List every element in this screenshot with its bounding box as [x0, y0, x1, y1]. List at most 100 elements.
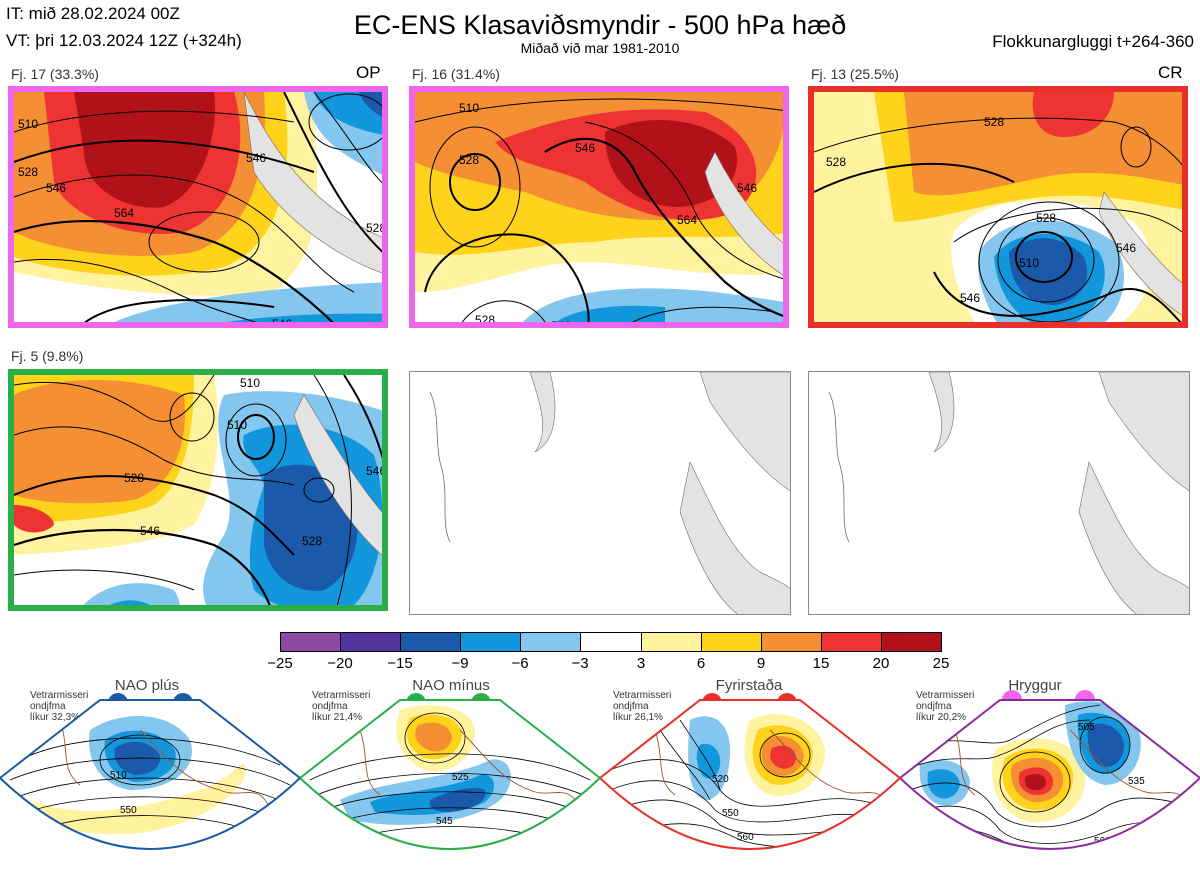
regime-1-title: NAO plús — [114, 677, 180, 694]
regime-contour-label: 505 — [1078, 722, 1095, 733]
valid-time: VT: þri 12.03.2024 12Z (+324h) — [6, 31, 242, 50]
colorbar-bin — [400, 633, 461, 651]
panel-4-label: Fj. 5 (9.8%) — [11, 348, 84, 364]
regime-2-map[interactable]: 525 545 565 — [300, 690, 600, 871]
page-subtitle: Miðað við mar 1981-2010 — [520, 40, 680, 56]
contour-label: 546 — [737, 181, 757, 195]
cluster-map-1[interactable]: 510 528 546 564 528 546 546 — [8, 86, 388, 328]
colorbar-bin — [520, 633, 581, 651]
contour-label: 546 — [46, 181, 66, 195]
regime-contour-label: 520 — [712, 774, 729, 785]
panel-3-tag: CR — [1158, 63, 1183, 82]
cluster-map-4[interactable]: 510 510 528 546 528 546 546 — [8, 369, 388, 611]
regime-method: ondjfma — [312, 701, 348, 712]
regime-4-title: Hryggur — [1008, 677, 1062, 694]
regime-season: Vetrarmisseri — [916, 690, 975, 701]
regime-4-map[interactable]: 505 535 560 — [900, 690, 1200, 871]
regime-season: Vetrarmisseri — [30, 690, 89, 701]
contour-label: 564 — [114, 206, 134, 220]
contour-label: 528 — [18, 165, 38, 179]
colorbar-tick: 20 — [872, 655, 890, 672]
colorbar — [280, 632, 942, 652]
cluster-map-2[interactable]: 510 528 546 546 564 528 546 — [409, 86, 789, 328]
regime-2-meta: Vetrarmisseri ondjfma líkur 21,4% — [312, 690, 370, 723]
contour-label: 510 — [240, 376, 260, 390]
contour-label: 510 — [459, 101, 479, 115]
contour-label: 528 — [984, 115, 1004, 129]
contour-label: 546 — [272, 317, 292, 328]
colorbar-tick: −6 — [511, 655, 529, 672]
colorbar-tick: 3 — [636, 655, 646, 672]
panel-3-label: Fj. 13 (25.5%) — [811, 66, 899, 82]
regime-likelihood: líkur 32,3% — [30, 712, 81, 723]
colorbar-bin — [281, 633, 341, 651]
panel-2-label: Fj. 16 (31.4%) — [412, 66, 500, 82]
colorbar-tick: −20 — [327, 655, 353, 672]
regime-method: ondjfma — [916, 701, 952, 712]
colorbar-tick: 9 — [756, 655, 766, 672]
regime-1-map[interactable]: 510 550 — [0, 690, 300, 871]
regime-likelihood: líkur 26,1% — [613, 712, 664, 723]
regime-method: ondjfma — [613, 701, 649, 712]
regime-contour-label: 535 — [1128, 776, 1145, 787]
colorbar-tick: 6 — [696, 655, 706, 672]
issue-time: IT: mið 28.02.2024 00Z — [6, 4, 180, 23]
regime-3-map[interactable]: 520 550 560 — [600, 690, 900, 871]
contour-label: 546 — [575, 141, 595, 155]
colorbar-tick: −3 — [571, 655, 589, 672]
colorbar-tick: −25 — [267, 655, 293, 672]
regime-contour-label: 545 — [436, 816, 453, 827]
colorbar-bin — [820, 633, 881, 651]
contour-label: 546 — [320, 604, 340, 611]
contour-label: 528 — [124, 471, 144, 485]
contour-label: 528 — [475, 313, 495, 327]
contour-label: 510 — [1019, 256, 1039, 270]
contour-label: 510 — [227, 418, 247, 432]
contour-label: 510 — [18, 117, 38, 131]
contour-label: 564 — [1144, 321, 1164, 328]
regime-contour-label: 565 — [446, 850, 463, 861]
regime-likelihood: líkur 20,2% — [916, 712, 967, 723]
colorbar-bin — [700, 633, 761, 651]
regime-contour-label: 550 — [120, 805, 137, 816]
regime-method: ondjfma — [30, 701, 66, 712]
contour-label: 546 — [1116, 241, 1136, 255]
regime-contour-label: 560 — [737, 832, 754, 843]
contour-label: 528 — [459, 153, 479, 167]
contour-label: 528 — [1036, 211, 1056, 225]
contour-label: 528 — [366, 221, 386, 235]
contour-label: 564 — [677, 213, 697, 227]
contour-label: 546 — [551, 319, 571, 328]
panel-1-tag: OP — [356, 63, 381, 82]
colorbar-bin — [640, 633, 701, 651]
colorbar-bin — [340, 633, 401, 651]
colorbar-bin — [760, 633, 821, 651]
regime-contour-label: 525 — [452, 772, 469, 783]
colorbar-tick: −9 — [451, 655, 469, 672]
page-title: EC-ENS Klasaviðsmyndir - 500 hPa hæð — [353, 10, 847, 40]
regime-contour-label: 510 — [110, 770, 127, 781]
contour-label: 528 — [826, 155, 846, 169]
panel-1-label: Fj. 17 (33.3%) — [11, 66, 99, 82]
classification-window: Flokkunargluggi t+264-360 — [992, 32, 1194, 51]
regime-3-title: Fyrirstaða — [715, 677, 783, 694]
regime-1-meta: Vetrarmisseri ondjfma líkur 32,3% — [30, 690, 88, 723]
colorbar-tick: 25 — [932, 655, 950, 672]
empty-map-5 — [409, 371, 791, 615]
regime-3-meta: Vetrarmisseri ondjfma líkur 26,1% — [613, 690, 671, 723]
colorbar-bin — [580, 633, 641, 651]
colorbar-bin — [880, 633, 942, 651]
contour-label: 546 — [960, 291, 980, 305]
colorbar-bin — [460, 633, 521, 651]
regime-2-title: NAO mínus — [412, 677, 490, 694]
regime-season: Vetrarmisseri — [312, 690, 371, 701]
regime-season: Vetrarmisseri — [613, 690, 672, 701]
contour-label: 546 — [366, 464, 386, 478]
regime-4-meta: Vetrarmisseri ondjfma líkur 20,2% — [916, 690, 974, 723]
colorbar-tick: 15 — [812, 655, 830, 672]
cluster-map-3[interactable]: 528 528 528 510 546 546 564 — [808, 86, 1188, 328]
contour-label: 546 — [140, 524, 160, 538]
contour-label: 546 — [246, 151, 266, 165]
regime-contour-label: 550 — [722, 808, 739, 819]
empty-map-6 — [808, 371, 1190, 615]
